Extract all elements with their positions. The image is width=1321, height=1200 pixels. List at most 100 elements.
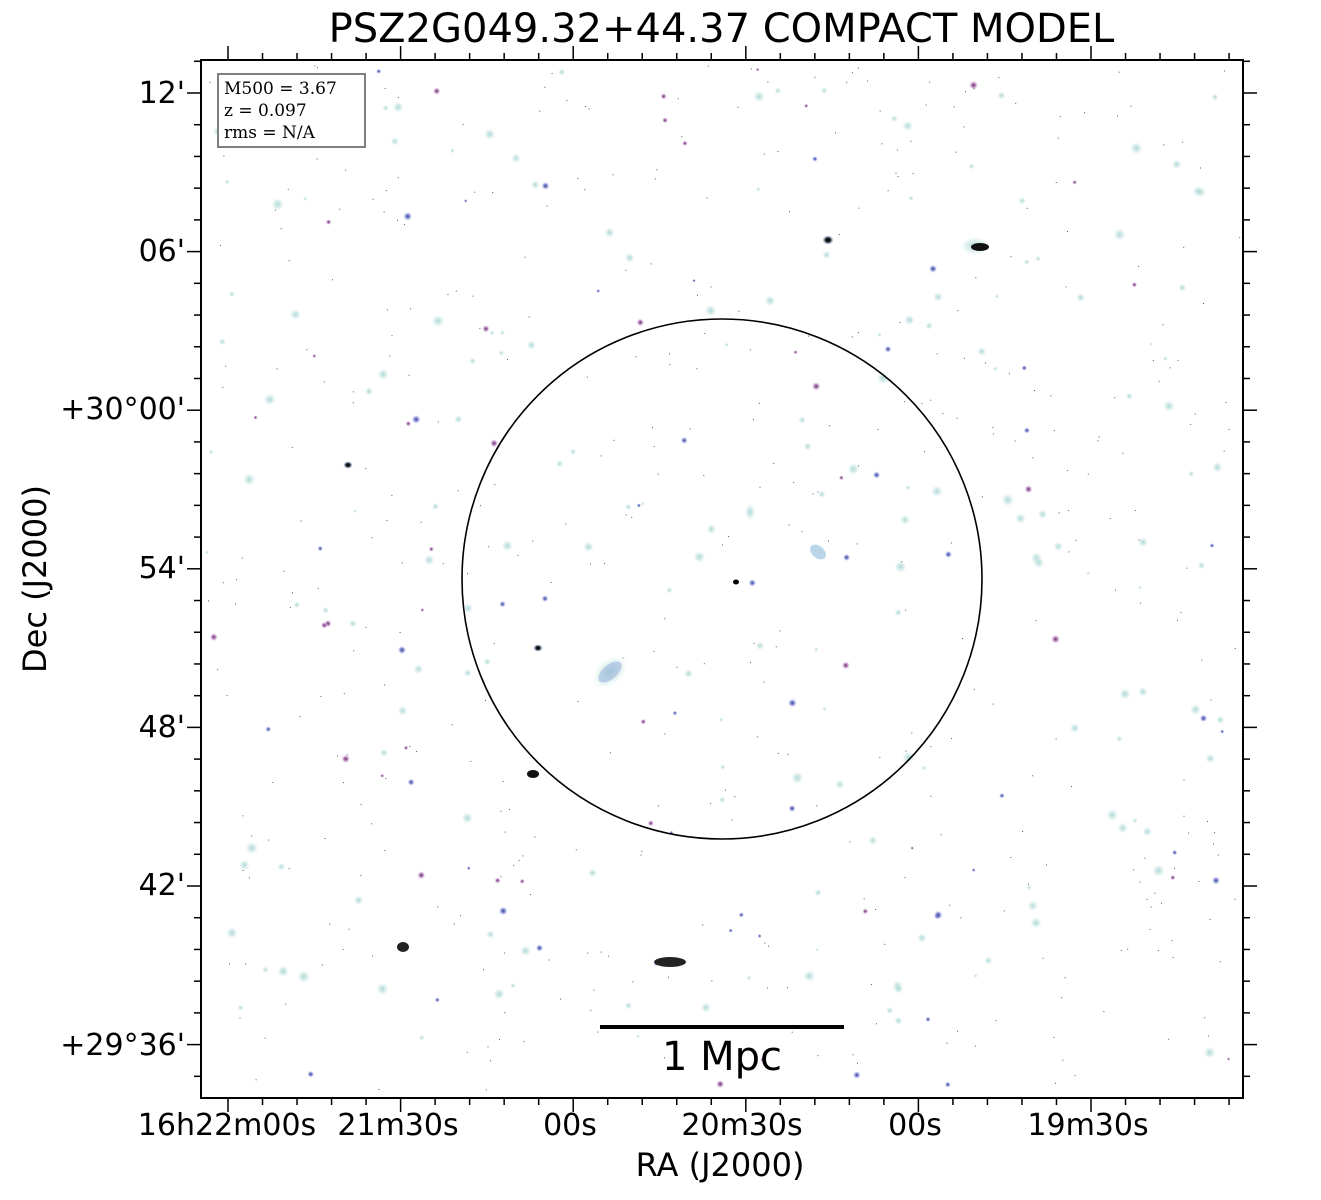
cluster-info-box: M500 = 3.67 z = 0.097 rms = N/A	[217, 73, 366, 148]
noise-pixel	[460, 915, 462, 917]
noise-pixel	[1065, 286, 1067, 288]
point-source	[485, 929, 495, 940]
noise-pixel	[1200, 167, 1201, 169]
noise-pixel	[1066, 231, 1068, 232]
noise-pixel	[532, 540, 534, 542]
noise-pixel	[1162, 324, 1164, 326]
point-source	[1151, 863, 1166, 878]
noise-pixel	[328, 623, 330, 625]
noise-pixel	[316, 158, 318, 160]
point-source	[453, 414, 463, 424]
noise-pixel	[863, 898, 865, 900]
noise-pixel	[528, 316, 530, 318]
noise-pixel	[930, 399, 932, 401]
point-source	[841, 661, 851, 670]
noise-pixel	[1046, 864, 1047, 866]
noise-pixel	[857, 67, 859, 69]
noise-pixel	[223, 155, 225, 157]
point-source	[277, 862, 286, 871]
point-source	[501, 539, 514, 552]
point-source	[803, 103, 809, 109]
noise-pixel	[565, 523, 567, 525]
point-source	[265, 725, 272, 733]
point-source	[352, 509, 358, 514]
noise-pixel	[1139, 881, 1141, 883]
noise-pixel	[707, 65, 709, 67]
point-source	[519, 944, 532, 957]
noise-pixel	[1127, 948, 1129, 950]
noise-pixel	[921, 403, 923, 405]
point-source	[1027, 900, 1039, 912]
noise-pixel	[1070, 786, 1072, 787]
noise-pixel	[502, 781, 504, 782]
point-source	[910, 846, 915, 851]
noise-pixel	[929, 81, 931, 83]
noise-pixel	[329, 923, 331, 925]
noise-pixel	[731, 819, 733, 821]
noise-pixel	[1053, 430, 1055, 432]
noise-pixel	[777, 753, 779, 754]
noise-pixel	[1062, 1059, 1064, 1061]
bright-source	[822, 235, 834, 245]
noise-pixel	[973, 688, 975, 690]
figure-title: PSZ2G049.32+44.37 COMPACT MODEL	[328, 6, 1115, 52]
noise-pixel	[608, 955, 610, 957]
bright-source	[654, 957, 686, 967]
noise-pixel	[389, 355, 391, 357]
point-source	[1071, 179, 1078, 185]
noise-pixel	[652, 426, 653, 428]
point-source	[208, 449, 214, 455]
bright-source	[733, 579, 739, 585]
point-source	[665, 586, 673, 594]
noise-pixel	[1133, 869, 1135, 871]
noise-pixel	[851, 72, 853, 74]
noise-pixel	[899, 322, 901, 324]
noise-pixel	[767, 81, 769, 83]
noise-pixel	[337, 755, 338, 757]
point-source	[535, 943, 544, 953]
noise-pixel	[1217, 854, 1219, 856]
point-source	[921, 765, 928, 771]
point-source	[817, 490, 826, 499]
point-source	[793, 349, 798, 355]
noise-pixel	[300, 520, 302, 522]
point-source	[718, 796, 726, 804]
noise-pixel	[1161, 902, 1162, 904]
noise-pixel	[383, 211, 385, 213]
noise-pixel	[763, 153, 765, 155]
noise-pixel	[577, 701, 579, 702]
point-source	[431, 502, 440, 511]
noise-pixel	[530, 894, 532, 896]
point-source	[790, 771, 804, 785]
noise-pixel	[1224, 70, 1225, 72]
noise-pixel	[1042, 957, 1044, 959]
noise-pixel	[590, 563, 592, 565]
noise-pixel	[403, 224, 405, 226]
point-source	[228, 290, 236, 298]
plot-frame	[200, 59, 1244, 1099]
noise-pixel	[272, 782, 274, 783]
point-source	[992, 365, 999, 372]
noise-pixel	[484, 700, 486, 701]
point-source	[894, 1016, 903, 1026]
noise-pixel	[255, 1079, 257, 1081]
point-source	[846, 462, 860, 476]
noise-pixel	[930, 746, 932, 748]
point-source	[893, 984, 904, 994]
noise-pixel	[276, 368, 278, 370]
noise-pixel	[1061, 997, 1063, 999]
noise-pixel	[494, 484, 496, 486]
noise-pixel	[942, 413, 944, 415]
noise-pixel	[1209, 918, 1211, 920]
noise-pixel	[963, 357, 965, 359]
point-source	[1018, 196, 1027, 205]
noise-pixel	[835, 132, 836, 134]
noise-pixel	[1138, 539, 1140, 541]
point-source	[973, 973, 978, 978]
noise-pixel	[957, 1030, 958, 1032]
point-source	[302, 196, 308, 202]
noise-pixel	[877, 429, 879, 431]
noise-pixel	[420, 521, 422, 523]
point-source	[884, 345, 892, 354]
